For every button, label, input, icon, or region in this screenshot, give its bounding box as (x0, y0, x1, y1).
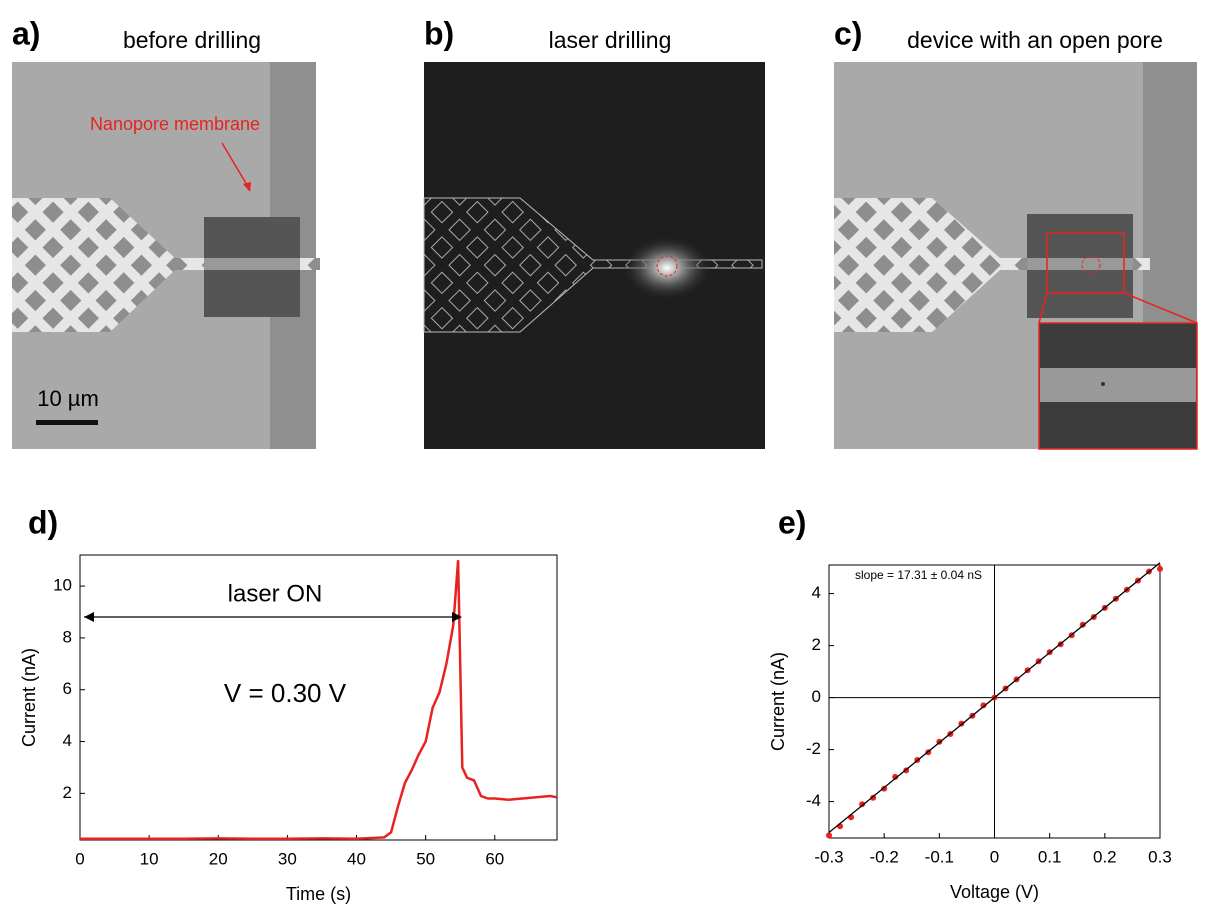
annotation: laser ON (228, 580, 323, 607)
panel-label: c) (834, 15, 862, 51)
laser-spot (622, 236, 712, 300)
panel-label: d) (28, 504, 58, 540)
x-tick-label: 0 (75, 849, 84, 868)
panel-c: c) device with an open pore (834, 15, 1197, 449)
scale-bar-label: 10 µm (37, 386, 99, 411)
x-tick-label: -0.1 (925, 847, 954, 866)
y-axis-label: Current (nA) (768, 652, 788, 751)
data-point (1157, 566, 1163, 572)
y-tick-label: 6 (63, 679, 72, 698)
x-axis-label: Voltage (V) (950, 882, 1039, 902)
panel-b: b) laser drilling (424, 15, 765, 449)
data-point (826, 832, 832, 838)
x-axis-label: Time (s) (286, 884, 351, 904)
y-tick-label: 4 (63, 731, 72, 750)
annotation: V = 0.30 V (224, 678, 347, 708)
x-tick-label: 0.3 (1148, 847, 1172, 866)
x-tick-label: 0 (990, 847, 999, 866)
scale-bar (36, 420, 98, 425)
x-tick-label: 20 (209, 849, 228, 868)
x-tick-label: 10 (140, 849, 159, 868)
page: {"panels": [ {"label": "a)", "title": "b… (0, 0, 1209, 906)
x-tick-label: -0.3 (814, 847, 843, 866)
panel-label: a) (12, 15, 40, 51)
x-tick-label: 0.2 (1093, 847, 1117, 866)
y-tick-label: -2 (806, 739, 821, 758)
panel-a: a) before drilling Nanopore membrane 10 … (12, 15, 320, 449)
y-tick-label: 8 (63, 627, 72, 646)
y-tick-label: 10 (53, 576, 72, 595)
y-tick-label: 2 (812, 635, 821, 654)
y-tick-label: 4 (812, 583, 821, 602)
y-tick-label: -4 (806, 791, 821, 810)
x-tick-label: -0.2 (870, 847, 899, 866)
panel-label: e) (778, 504, 806, 540)
x-tick-label: 30 (278, 849, 297, 868)
x-tick-label: 0.1 (1038, 847, 1062, 866)
panel-title: laser drilling (549, 27, 672, 53)
y-tick-label: 0 (812, 687, 821, 706)
panel-title: device with an open pore (907, 27, 1163, 53)
x-tick-label: 60 (485, 849, 504, 868)
panel-title: before drilling (123, 27, 261, 53)
annotation: Nanopore membrane (90, 114, 260, 134)
y-axis-label: Current (nA) (19, 648, 39, 747)
x-tick-label: 40 (347, 849, 366, 868)
panel-label: b) (424, 15, 454, 51)
y-tick-label: 2 (63, 783, 72, 802)
x-tick-label: 50 (416, 849, 435, 868)
annotation: slope = 17.31 ± 0.04 nS (855, 568, 982, 582)
figure: a) before drilling Nanopore membrane 10 … (0, 0, 1209, 906)
